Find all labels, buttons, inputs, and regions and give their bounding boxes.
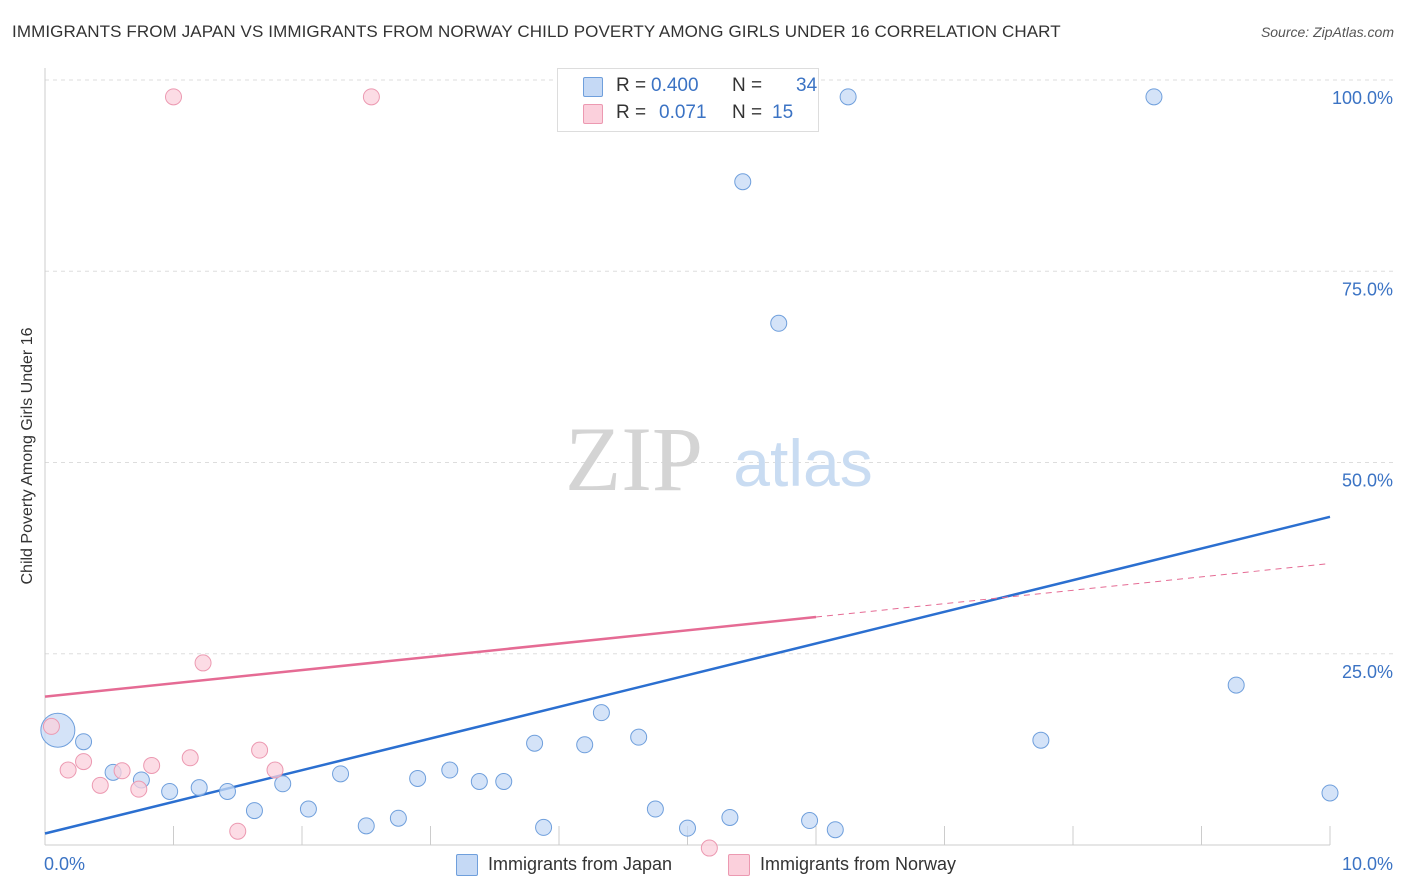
japan-point (826, 821, 844, 839)
norway-point (59, 761, 77, 779)
japan-point (630, 728, 648, 746)
japan-point (535, 818, 553, 836)
japan-point (646, 800, 664, 818)
japan-point (1227, 676, 1245, 694)
y-tick-label: 25.0% (1342, 662, 1393, 682)
x-tick-label: 0.0% (44, 854, 85, 874)
japan-point (1032, 731, 1050, 749)
japan-point (576, 736, 594, 754)
norway-point (194, 654, 212, 672)
japan-point (679, 819, 696, 837)
norway-point (130, 780, 148, 798)
japan-point (592, 704, 610, 722)
japan-point (770, 314, 788, 332)
japan-point (839, 88, 857, 106)
legend-swatch-norway (583, 104, 603, 124)
japan-point (75, 733, 93, 751)
y-axis-label: Child Poverty Among Girls Under 16 (19, 327, 36, 585)
y-tick-label: 50.0% (1342, 471, 1393, 491)
legend-swatch-norway (728, 854, 750, 876)
norway-point (75, 753, 93, 771)
legend-r-label: R = (616, 102, 647, 123)
japan-point (721, 808, 739, 826)
japan-point (218, 782, 236, 800)
legend-label-norway: Immigrants from Norway (760, 854, 957, 874)
japan-trendline (44, 515, 1331, 835)
norway-point (229, 822, 247, 840)
norway-trendline-extension (815, 562, 1331, 618)
legend-swatch-japan (583, 77, 603, 97)
watermark-zip: ZIP (565, 408, 703, 510)
correlation-legend: R = 0.400 N = 34 R = 0.071 N = 15 (557, 68, 819, 132)
japan-point (734, 173, 752, 191)
norway-point (251, 741, 269, 759)
legend-r-value: 0.400 (651, 75, 699, 96)
norway-point (165, 88, 182, 106)
japan-point (190, 779, 208, 797)
norway-trendline (44, 615, 817, 698)
legend-label-japan: Immigrants from Japan (488, 854, 673, 874)
norway-point (362, 88, 380, 106)
data-points (40, 88, 1339, 857)
source-label: Source: ZipAtlas.com (1260, 24, 1394, 40)
norway-point (181, 749, 199, 767)
legend-r-value: 0.071 (659, 102, 707, 123)
legend-r-label: R = (616, 75, 647, 96)
legend-n-label: N = (732, 75, 763, 96)
japan-point (801, 812, 819, 830)
x-tick-label: 10.0% (1342, 854, 1393, 874)
watermark-atlas: atlas (733, 426, 872, 500)
norway-point (91, 776, 109, 794)
norway-point (113, 762, 131, 780)
watermark: ZIP atlas (565, 408, 873, 510)
japan-point (409, 769, 427, 787)
japan-point (526, 734, 544, 752)
japan-point (357, 817, 375, 835)
japan-point (274, 775, 292, 793)
legend-n-label: N = (732, 102, 763, 123)
norway-point (266, 761, 284, 779)
japan-point (1321, 784, 1339, 802)
gridlines (45, 79, 1395, 655)
legend-n-value: 34 (796, 75, 818, 96)
japan-point (332, 765, 350, 783)
norway-point (143, 756, 161, 774)
japan-point (1145, 88, 1163, 106)
norway-point (700, 839, 718, 857)
y-tick-label: 100.0% (1332, 88, 1393, 108)
japan-point (299, 800, 317, 818)
legend-swatch-japan (456, 854, 478, 876)
japan-point (161, 782, 179, 800)
japan-point (389, 809, 407, 827)
japan-point (441, 761, 459, 779)
chart-title: IMMIGRANTS FROM JAPAN VS IMMIGRANTS FROM… (12, 22, 1061, 41)
legend-n-value: 15 (772, 102, 794, 123)
trendlines (44, 515, 1331, 835)
y-tick-label: 75.0% (1342, 279, 1393, 299)
japan-point (470, 773, 488, 791)
tick-labels: 25.0% 50.0% 75.0% 100.0% 0.0% 10.0% (44, 88, 1393, 874)
japan-point (245, 802, 263, 820)
norway-point (42, 717, 60, 735)
japan-point (495, 773, 513, 791)
